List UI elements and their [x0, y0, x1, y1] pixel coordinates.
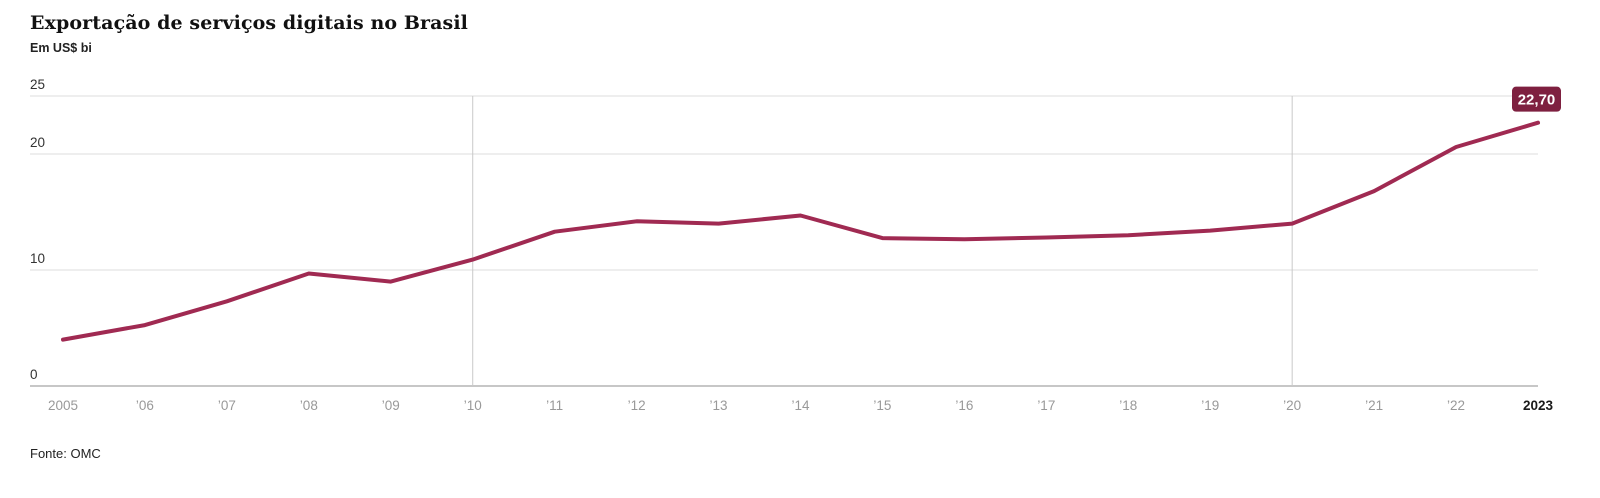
x-tick-label-2023: 2023	[1523, 398, 1554, 413]
x-tick-label-2007: ’07	[218, 398, 236, 413]
y-tick-label-10: 10	[30, 251, 45, 266]
x-tick-label-2019: ’19	[1201, 398, 1219, 413]
x-tick-label-2009: ’09	[382, 398, 400, 413]
y-tick-label-0: 0	[30, 367, 38, 382]
value-badge	[1512, 86, 1561, 112]
x-tick-label-2005: 2005	[48, 398, 78, 413]
x-tick-label-2022: ’22	[1447, 398, 1465, 413]
x-tick-label-2016: ’16	[955, 398, 973, 413]
chart-subtitle: Em US$ bi	[30, 41, 92, 55]
x-tick-label-2012: ’12	[628, 398, 646, 413]
x-tick-label-2015: ’15	[873, 398, 891, 413]
series-line	[61, 120, 1540, 342]
y-tick-label-25: 25	[30, 77, 45, 92]
x-tick-label-2011: ’11	[546, 398, 563, 413]
x-tick-label-2008: ’08	[300, 398, 318, 413]
value-badge-label: 22,70	[1518, 92, 1556, 109]
x-tick-label-2018: ’18	[1119, 398, 1137, 413]
x-tick-label-2006: ’06	[136, 398, 154, 413]
chart-title: Exportação de serviços digitais no Brasi…	[30, 12, 468, 34]
x-tick-label-2013: ’13	[710, 398, 728, 413]
x-tick-label-2020: ’20	[1283, 398, 1301, 413]
source-note: Fonte: OMC	[30, 446, 101, 461]
x-tick-label-2010: ’10	[464, 398, 482, 413]
y-tick-label-20: 20	[30, 135, 45, 150]
x-tick-label-2021: ’21	[1365, 398, 1383, 413]
x-tick-label-2017: ’17	[1037, 398, 1055, 413]
x-tick-label-2014: ’14	[791, 398, 810, 413]
